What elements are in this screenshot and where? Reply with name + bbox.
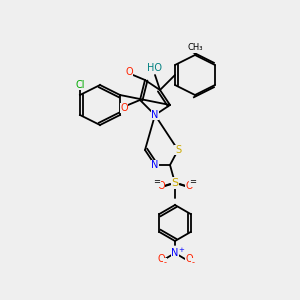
- Text: N: N: [151, 110, 159, 120]
- Text: O: O: [125, 67, 133, 77]
- Text: =: =: [190, 178, 196, 187]
- Text: HO: HO: [148, 63, 163, 73]
- Text: S: S: [175, 145, 181, 155]
- Text: CH₃: CH₃: [187, 44, 203, 52]
- Text: N: N: [151, 160, 159, 170]
- Text: -: -: [164, 259, 166, 268]
- Text: O: O: [185, 181, 193, 191]
- Text: N: N: [171, 248, 179, 258]
- Text: O: O: [157, 181, 165, 191]
- Text: O: O: [120, 103, 128, 113]
- Text: O: O: [157, 254, 165, 264]
- Text: Cl: Cl: [75, 80, 85, 90]
- Text: O: O: [185, 254, 193, 264]
- Text: -: -: [191, 259, 194, 268]
- Text: =: =: [154, 178, 160, 187]
- Text: +: +: [178, 247, 184, 253]
- Text: S: S: [171, 178, 178, 188]
